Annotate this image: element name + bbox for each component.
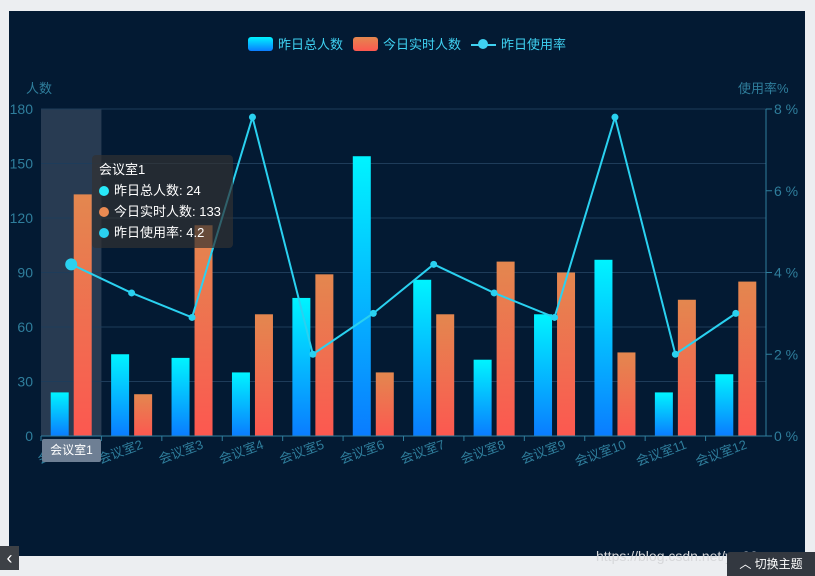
legend-item-today-realtime[interactable]: 今日实时人数 bbox=[352, 34, 461, 53]
legend-label-bar2: 今日实时人数 bbox=[382, 37, 461, 52]
right-axis-tick-label: 2 % bbox=[774, 346, 798, 362]
usage-rate-point[interactable] bbox=[128, 289, 136, 297]
legend-label-bar1: 昨日总人数 bbox=[277, 37, 343, 52]
x-axis-category-label: 会议室2 bbox=[96, 437, 145, 467]
x-axis-category-label: 会议室6 bbox=[338, 437, 387, 467]
usage-rate-point[interactable] bbox=[611, 113, 619, 121]
usage-rate-point[interactable] bbox=[732, 309, 740, 317]
bar-today-realtime[interactable] bbox=[738, 281, 757, 436]
bar-today-realtime[interactable] bbox=[254, 314, 273, 436]
tooltip-dot-icon bbox=[99, 227, 109, 238]
right-axis-tick-label: 8 % bbox=[774, 101, 798, 117]
bar-today-realtime[interactable] bbox=[73, 194, 92, 436]
legend-swatch-line bbox=[471, 37, 496, 51]
bar-today-realtime[interactable] bbox=[677, 299, 696, 436]
left-axis-tick-label: 120 bbox=[10, 210, 34, 226]
x-axis-category-label: 会议室3 bbox=[156, 437, 205, 467]
bar-today-realtime[interactable] bbox=[617, 352, 636, 436]
x-axis-category-label: 会议室10 bbox=[573, 437, 628, 469]
bar-yesterday-total[interactable] bbox=[594, 259, 613, 436]
tooltip-row-label: 今日实时人数: 133 bbox=[114, 204, 221, 219]
right-axis-name: 使用率% bbox=[738, 81, 789, 96]
bar-today-realtime[interactable] bbox=[496, 261, 515, 436]
usage-rate-point[interactable] bbox=[671, 350, 679, 358]
bar-yesterday-total[interactable] bbox=[111, 354, 130, 436]
usage-rate-point[interactable] bbox=[551, 313, 559, 321]
tooltip-row: 昨日总人数: 24 bbox=[99, 180, 226, 201]
x-axis-category-label: 会议室5 bbox=[277, 437, 326, 467]
tooltip-row-label: 昨日总人数: 24 bbox=[114, 183, 201, 198]
x-axis-category-label: 会议室9 bbox=[519, 437, 568, 467]
usage-rate-point[interactable] bbox=[188, 313, 196, 321]
usage-rate-point[interactable] bbox=[430, 260, 438, 268]
x-axis-category-label: 会议室4 bbox=[217, 437, 266, 467]
left-axis-tick-label: 60 bbox=[17, 319, 33, 335]
chart-legend: 昨日总人数 今日实时人数 昨日使用率 bbox=[9, 34, 805, 53]
right-axis-tick-label: 0 % bbox=[774, 428, 798, 444]
bar-yesterday-total[interactable] bbox=[231, 372, 250, 436]
tooltip-title: 会议室1 bbox=[99, 162, 146, 177]
tooltip-row-label: 昨日使用率: 4.2 bbox=[114, 225, 205, 240]
x-axis-category-label: 会议室11 bbox=[634, 437, 688, 469]
usage-rate-point[interactable] bbox=[309, 350, 317, 358]
right-axis-tick-label: 4 % bbox=[774, 265, 798, 281]
x-axis-category-label: 会议室12 bbox=[693, 437, 748, 469]
bar-yesterday-total[interactable] bbox=[473, 359, 492, 436]
left-axis-tick-label: 30 bbox=[17, 374, 33, 390]
chevron-up-icon: ︿ bbox=[739, 557, 752, 571]
legend-swatch-bar1 bbox=[247, 36, 273, 51]
tooltip-row: 昨日使用率: 4.2 bbox=[99, 222, 226, 243]
left-axis-tick-label: 0 bbox=[25, 428, 33, 444]
tooltip-dot-icon bbox=[99, 206, 109, 217]
usage-rate-point[interactable] bbox=[490, 289, 498, 297]
bar-yesterday-total[interactable] bbox=[50, 392, 69, 436]
usage-rate-point[interactable] bbox=[369, 309, 377, 317]
bar-yesterday-total[interactable] bbox=[534, 314, 553, 436]
legend-item-usage-rate[interactable]: 昨日使用率 bbox=[471, 34, 566, 53]
bar-today-realtime[interactable] bbox=[134, 394, 153, 436]
bar-yesterday-total[interactable] bbox=[654, 392, 673, 436]
usage-rate-line bbox=[70, 113, 737, 356]
bar-yesterday-total[interactable] bbox=[413, 279, 432, 436]
usage-rate-point[interactable] bbox=[65, 258, 78, 271]
bar-yesterday-total[interactable] bbox=[352, 156, 371, 436]
axis-pointer-label: 会议室1 bbox=[42, 439, 101, 462]
switch-theme-button[interactable]: ︿ 切换主题 bbox=[727, 552, 815, 576]
legend-swatch-bar2 bbox=[352, 36, 378, 51]
left-axis-tick-label: 180 bbox=[10, 101, 34, 117]
usage-rate-point[interactable] bbox=[248, 113, 256, 121]
bar-yesterday-total[interactable] bbox=[715, 374, 734, 436]
left-axis-tick-label: 90 bbox=[17, 265, 33, 281]
legend-item-yesterday-total[interactable]: 昨日总人数 bbox=[247, 34, 343, 53]
tooltip-row: 今日实时人数: 133 bbox=[99, 201, 226, 222]
tooltip-dot-icon bbox=[99, 185, 109, 196]
x-axis-category-label: 会议室8 bbox=[459, 437, 508, 467]
bar-yesterday-total[interactable] bbox=[292, 297, 311, 436]
switch-theme-label: 切换主题 bbox=[754, 557, 803, 571]
bar-today-realtime[interactable] bbox=[194, 225, 213, 436]
chevron-left-icon[interactable]: ‹ bbox=[0, 546, 19, 570]
right-axis-tick-label: 6 % bbox=[774, 183, 798, 199]
left-axis-name: 人数 bbox=[26, 81, 53, 96]
bar-today-realtime[interactable] bbox=[557, 272, 576, 437]
bar-today-realtime[interactable] bbox=[436, 314, 455, 436]
bar-today-realtime[interactable] bbox=[315, 274, 334, 436]
chart-tooltip: 会议室1 昨日总人数: 24 今日实时人数: 133 昨日使用率: 4.2 bbox=[92, 155, 233, 248]
left-axis-tick-label: 150 bbox=[10, 156, 34, 172]
bar-today-realtime[interactable] bbox=[375, 372, 394, 436]
x-axis-category-label: 会议室7 bbox=[398, 437, 447, 467]
legend-label-line: 昨日使用率 bbox=[501, 37, 567, 52]
bar-yesterday-total[interactable] bbox=[171, 357, 190, 436]
